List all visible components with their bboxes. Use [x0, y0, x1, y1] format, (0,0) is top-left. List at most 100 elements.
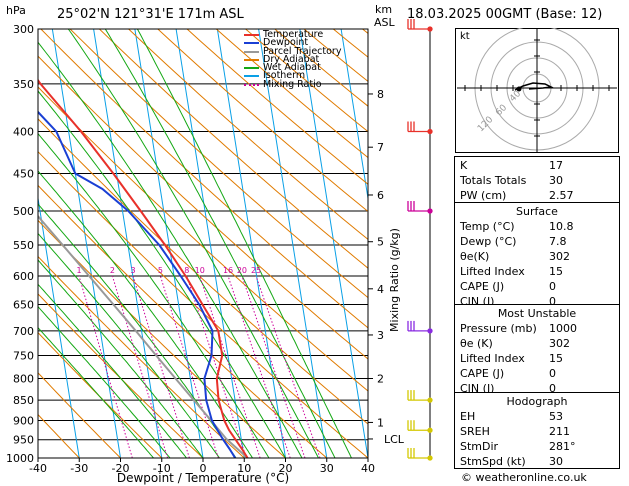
hodo-row: StmSpd (kt) 30 — [455, 454, 619, 469]
surface-value: 302 — [549, 250, 570, 263]
mu-label: θe (K) — [460, 337, 493, 350]
mu-value: 0 — [549, 367, 556, 380]
mixing-ratio-line — [78, 275, 133, 458]
surface-row: Lifted Index 15 — [455, 264, 619, 279]
mu-label: CIN (J) — [460, 382, 495, 395]
mu-row: Pressure (mb) 1000 — [455, 321, 619, 336]
parcel-trajectory-line — [38, 214, 249, 458]
surface-value: 15 — [549, 265, 563, 278]
x-tick-label: -10 — [153, 462, 171, 475]
mu-label: Pressure (mb) — [460, 322, 537, 335]
mixing-ratio-line — [199, 275, 261, 458]
mixing-ratio-label: 10 — [195, 266, 205, 275]
index-label: K — [460, 159, 468, 172]
wind-barb — [407, 121, 433, 135]
hodo-value: 211 — [549, 425, 570, 438]
pressure-tick-label: 650 — [13, 299, 34, 312]
dry-adiabat-line — [38, 331, 163, 458]
wet-adiabat-line — [38, 326, 154, 458]
hodo-label: StmDir — [460, 440, 499, 453]
datetime-title: 18.03.2025 00GMT (Base: 12) — [407, 7, 603, 22]
pressure-tick-label: 600 — [13, 270, 34, 283]
mu-label: Lifted Index — [460, 352, 525, 365]
km-tick-label: 8 — [377, 88, 384, 101]
surface-row: θe(K) 302 — [455, 249, 619, 264]
dry-adiabat-line — [38, 150, 368, 458]
x-tick-label: -30 — [70, 462, 88, 475]
storm-motion-marker — [516, 86, 522, 92]
km-label: km — [375, 3, 393, 16]
dry-adiabat-line — [38, 86, 368, 392]
legend-swatch — [244, 34, 259, 36]
km-tick-label: 4 — [377, 283, 384, 296]
dry-adiabat-line — [38, 293, 204, 458]
hodo-label: EH — [460, 410, 476, 423]
km-tick-label: 1 — [377, 416, 384, 429]
wind-barb — [407, 320, 433, 334]
hodograph-ticks — [464, 39, 610, 137]
index-value: 17 — [549, 159, 563, 172]
mixing-ratio-line — [186, 275, 247, 458]
surface-row: Dewp (°C) 7.8 — [455, 234, 619, 249]
x-tick-label: -20 — [112, 462, 130, 475]
location-title: 25°02'N 121°31'E 171m ASL — [57, 7, 244, 22]
mixing-ratio-label: 2 — [110, 266, 115, 275]
pressure-tick-label: 550 — [13, 239, 34, 252]
wind-barb — [407, 390, 433, 403]
mixing-ratio-line — [111, 275, 169, 458]
wet-adiabat-line — [38, 90, 286, 458]
wet-adiabat-line — [67, 29, 319, 458]
hodograph-unit-label: kt — [460, 31, 470, 42]
legend-swatch — [244, 58, 259, 61]
mixing-ratio-line — [241, 275, 306, 458]
index-row-pw: PW (cm) 2.57 — [455, 188, 619, 203]
pressure-tick-label: 1000 — [6, 452, 34, 465]
isotherm-line — [299, 29, 368, 458]
x-tick-label: 10 — [237, 462, 251, 475]
hodograph-trace — [514, 82, 554, 91]
mixing-ratio-line — [132, 275, 190, 458]
pressure-tick-label: 950 — [13, 434, 34, 447]
legend-label: Wet Adiabat — [263, 62, 321, 74]
hodo-label: StmSpd (kt) — [460, 455, 526, 468]
index-row-tt: Totals Totals 30 — [455, 173, 619, 188]
hodograph: kt 40 60 120 — [455, 28, 619, 153]
hodo-row: EH 53 — [455, 409, 619, 424]
dry-adiabat-line — [38, 184, 328, 458]
mu-value: 15 — [549, 352, 563, 365]
hodo-value: 53 — [549, 410, 563, 423]
hodo-value: 30 — [549, 455, 563, 468]
pressure-tick-label: 450 — [13, 167, 34, 180]
plot-area — [38, 29, 368, 458]
wet-adiabat-line — [38, 203, 237, 458]
surface-row: CAPE (J) 0 — [455, 279, 619, 294]
wet-adiabat-line — [38, 41, 303, 458]
legend-label: Parcel Trajectory — [263, 45, 342, 57]
mixing-ratio-axis-label: Mixing Ratio (g/kg) — [388, 228, 401, 332]
mixing-ratio-line — [159, 275, 219, 458]
mixing-ratio-label: 5 — [158, 266, 163, 275]
wet-adiabat-line — [136, 29, 352, 458]
pressure-tick-label: 900 — [13, 414, 34, 427]
mu-value: 1000 — [549, 322, 577, 335]
mixing-ratio-line — [255, 275, 321, 458]
dry-adiabat-line — [99, 29, 368, 269]
dry-adiabat-line — [38, 255, 245, 458]
legend-label: Temperature — [263, 29, 324, 40]
isotherm-line — [175, 29, 245, 458]
hodo-value: 281° — [549, 440, 576, 453]
mixing-ratio-label: 8 — [184, 266, 189, 275]
surface-row: Temp (°C) 10.8 — [455, 219, 619, 234]
pressure-tick-label: 850 — [13, 394, 34, 407]
surface-value: 0 — [549, 280, 556, 293]
wet-adiabat-line — [38, 170, 253, 458]
x-tick-label: 20 — [279, 462, 293, 475]
dry-adiabat-line — [38, 372, 121, 458]
dry-adiabat-line — [186, 29, 368, 185]
pressure-tick-label: 400 — [13, 126, 34, 139]
dry-adiabat-line — [215, 29, 368, 159]
index-label: Totals Totals — [460, 174, 527, 187]
dry-adiabat-line — [38, 55, 368, 360]
isotherm-line — [258, 29, 328, 458]
legend-label: Dry Adiabat — [263, 53, 320, 65]
